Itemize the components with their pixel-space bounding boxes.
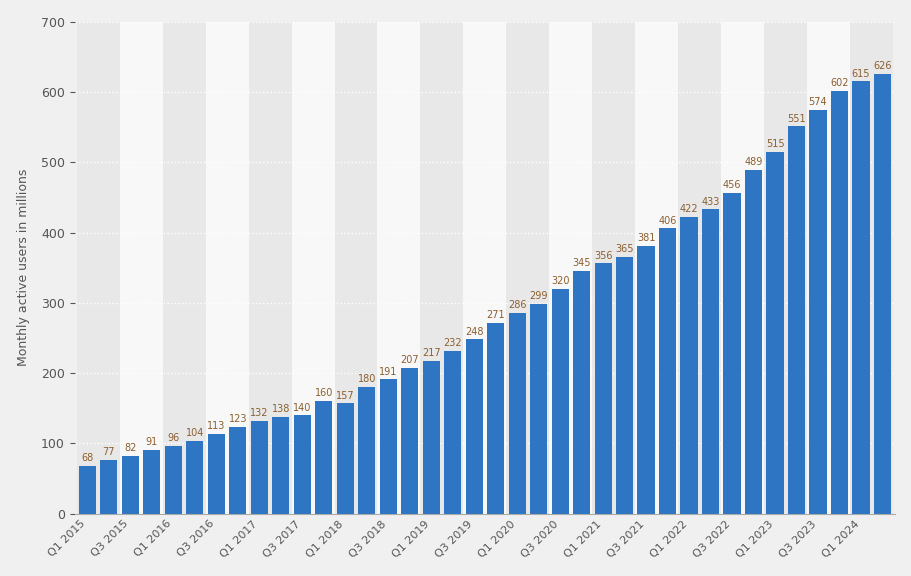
Text: 248: 248 (465, 327, 483, 336)
Bar (744, 170, 762, 514)
Bar (787, 126, 804, 514)
Bar (721, 22, 763, 514)
Bar (551, 289, 568, 514)
Bar (852, 81, 868, 514)
Text: 406: 406 (658, 215, 676, 226)
Bar (78, 466, 96, 514)
Bar (444, 351, 461, 514)
Bar (680, 217, 697, 514)
Bar (271, 416, 289, 514)
Bar (379, 380, 396, 514)
Text: 123: 123 (229, 415, 247, 425)
Text: 217: 217 (422, 348, 440, 358)
Bar (100, 460, 118, 514)
Bar (594, 263, 611, 514)
Text: 157: 157 (335, 391, 354, 400)
Bar (358, 387, 375, 514)
Text: 299: 299 (528, 291, 548, 301)
Bar (377, 22, 420, 514)
Text: 68: 68 (81, 453, 94, 463)
Bar (143, 450, 160, 514)
Text: 456: 456 (722, 180, 741, 191)
Text: 422: 422 (679, 204, 698, 214)
Bar (806, 22, 849, 514)
Text: 132: 132 (250, 408, 268, 418)
Bar (463, 22, 506, 514)
Bar (336, 403, 353, 514)
Text: 160: 160 (314, 388, 333, 399)
Bar (466, 339, 482, 514)
Bar (808, 110, 825, 514)
Text: 345: 345 (572, 259, 590, 268)
Y-axis label: Monthly active users in millions: Monthly active users in millions (16, 169, 30, 366)
Text: 615: 615 (851, 69, 869, 78)
Bar (506, 22, 548, 514)
Text: 433: 433 (701, 196, 719, 207)
Bar (659, 228, 675, 514)
Text: 286: 286 (507, 300, 526, 310)
Text: 602: 602 (829, 78, 848, 88)
Text: 207: 207 (400, 355, 418, 365)
Bar (77, 22, 119, 514)
Bar (637, 246, 654, 514)
Bar (251, 421, 268, 514)
Text: 104: 104 (186, 428, 204, 438)
Bar (292, 22, 334, 514)
Bar (165, 446, 181, 514)
Text: 191: 191 (379, 367, 397, 377)
Bar (765, 151, 783, 514)
Text: 381: 381 (636, 233, 654, 243)
Bar (722, 193, 740, 514)
Bar (205, 22, 249, 514)
Bar (162, 22, 205, 514)
Bar (422, 361, 439, 514)
Text: 113: 113 (207, 422, 225, 431)
Bar (592, 22, 635, 514)
Text: 551: 551 (786, 113, 805, 124)
Bar (486, 323, 504, 514)
Bar (122, 456, 138, 514)
Bar (763, 22, 806, 514)
Bar (293, 415, 311, 514)
Text: 356: 356 (593, 251, 611, 261)
Text: 489: 489 (743, 157, 762, 167)
Text: 365: 365 (615, 244, 633, 255)
Bar (701, 209, 719, 514)
Bar (635, 22, 678, 514)
Bar (186, 441, 203, 514)
Text: 82: 82 (124, 444, 137, 453)
Bar (315, 401, 332, 514)
Text: 271: 271 (486, 310, 505, 320)
Bar (529, 304, 547, 514)
Text: 626: 626 (872, 61, 891, 71)
Text: 77: 77 (103, 447, 115, 457)
Bar (208, 434, 225, 514)
Bar (615, 257, 632, 514)
Text: 515: 515 (765, 139, 783, 149)
Bar (401, 368, 418, 514)
Text: 320: 320 (550, 276, 568, 286)
Text: 91: 91 (146, 437, 158, 447)
Text: 140: 140 (292, 403, 312, 412)
Text: 180: 180 (357, 374, 375, 384)
Text: 574: 574 (808, 97, 826, 108)
Bar (678, 22, 721, 514)
Bar (229, 427, 246, 514)
Bar (249, 22, 292, 514)
Text: 96: 96 (167, 433, 179, 444)
Bar (830, 90, 847, 514)
Text: 232: 232 (443, 338, 462, 348)
Bar (334, 22, 377, 514)
Bar (572, 271, 589, 514)
Bar (548, 22, 592, 514)
Bar (119, 22, 162, 514)
Bar (420, 22, 463, 514)
Bar (873, 74, 890, 514)
Bar (508, 313, 525, 514)
Text: 138: 138 (271, 404, 290, 414)
Bar (849, 22, 892, 514)
